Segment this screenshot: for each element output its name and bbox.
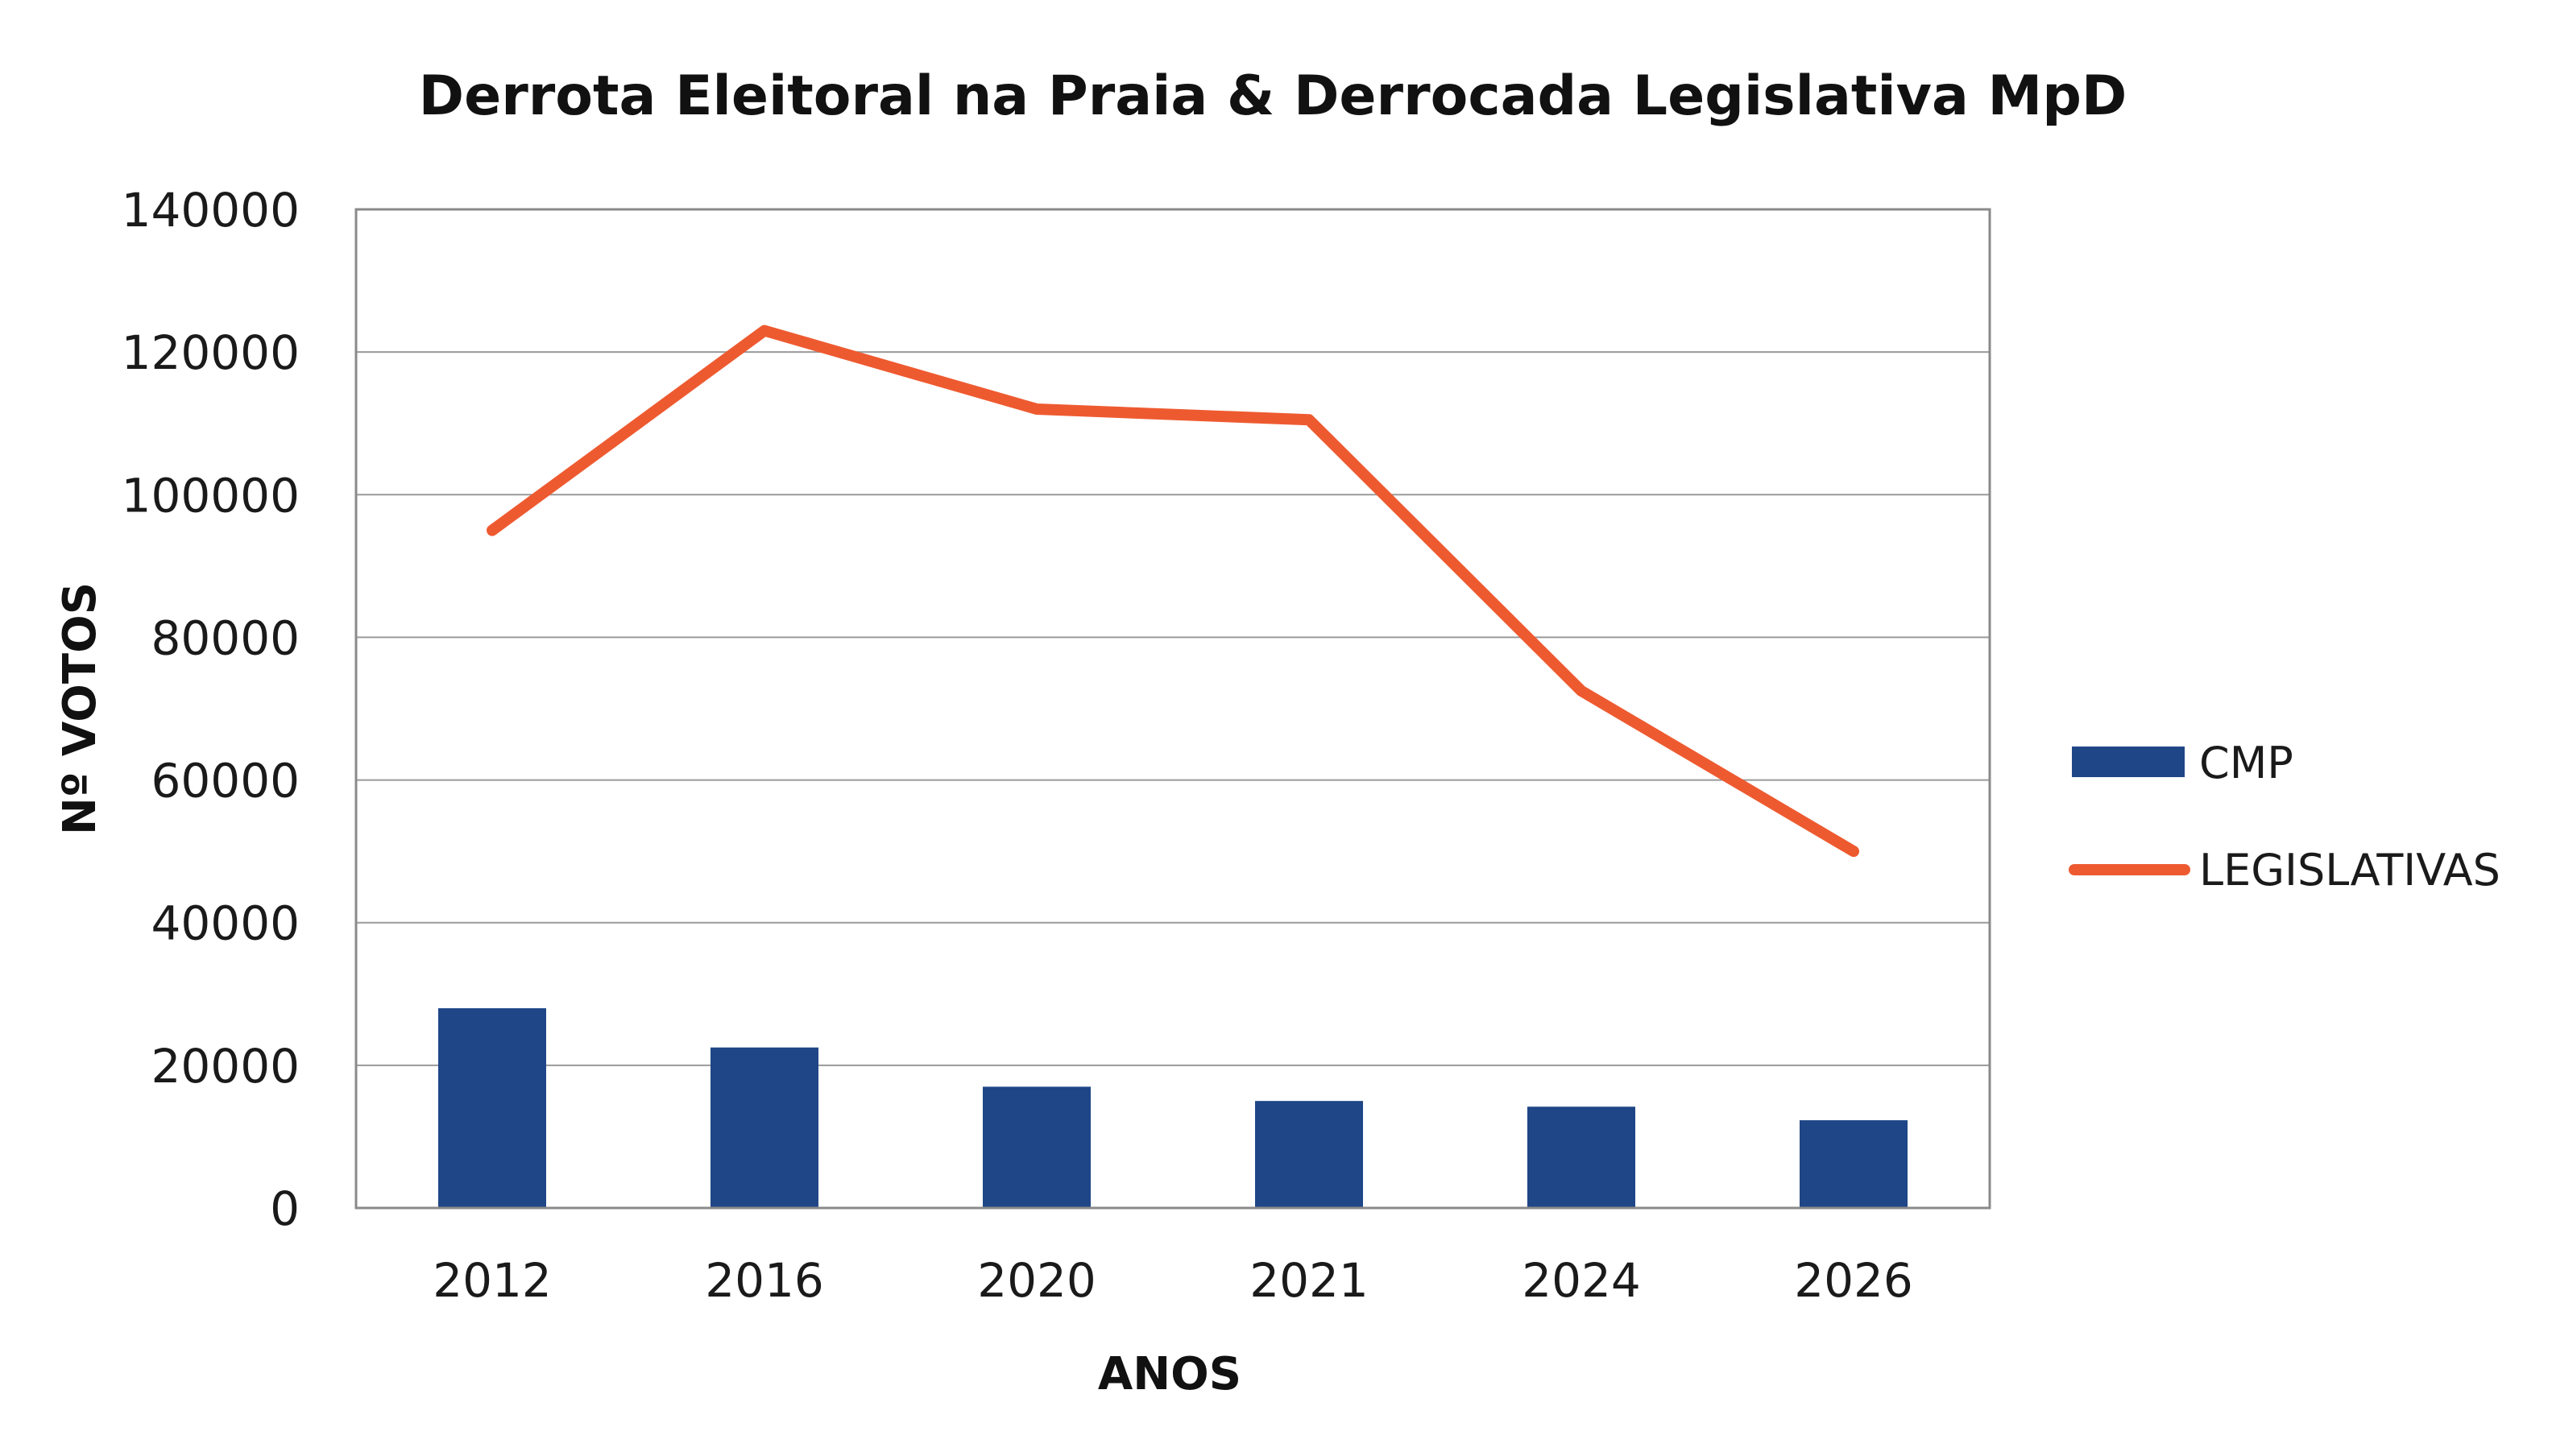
bar-cmp-2016 xyxy=(710,1047,818,1208)
x-axis-tick-labels: 2012 2016 2020 2021 2024 2026 xyxy=(433,1253,1913,1308)
y-tick-label-20000: 20000 xyxy=(151,1039,300,1094)
legend-swatch-cmp xyxy=(2072,747,2185,777)
y-tick-label-140000: 140000 xyxy=(122,183,300,238)
x-tick-label-2020: 2020 xyxy=(977,1253,1096,1308)
x-tick-label-2012: 2012 xyxy=(433,1253,552,1308)
legend-label-cmp: CMP xyxy=(2199,738,2293,788)
y-tick-label-40000: 40000 xyxy=(151,896,300,951)
bar-cmp-2020 xyxy=(983,1086,1091,1208)
x-tick-label-2016: 2016 xyxy=(705,1253,824,1308)
x-tick-label-2021: 2021 xyxy=(1249,1253,1369,1308)
y-tick-label-60000: 60000 xyxy=(151,754,300,809)
y-axis-title: Nº VOTOS xyxy=(54,582,106,835)
line-legislativas xyxy=(487,325,1859,858)
gridlines xyxy=(356,351,1990,1066)
x-axis-title: ANOS xyxy=(1098,1348,1241,1400)
legend: CMP LEGISLATIVAS xyxy=(2069,738,2500,896)
bar-cmp-2012 xyxy=(438,1008,546,1208)
y-tick-label-100000: 100000 xyxy=(122,468,300,523)
x-tick-label-2024: 2024 xyxy=(1522,1253,1641,1308)
line-series-legislativas xyxy=(487,325,1859,858)
y-tick-label-120000: 120000 xyxy=(122,325,300,380)
y-tick-label-80000: 80000 xyxy=(151,610,300,665)
bar-series-cmp xyxy=(438,1008,1908,1208)
bar-cmp-2024 xyxy=(1527,1106,1635,1208)
y-tick-label-0: 0 xyxy=(270,1181,300,1236)
legend-label-legislativas: LEGISLATIVAS xyxy=(2199,845,2500,896)
y-axis-tick-labels: 0 20000 40000 60000 80000 100000 120000 140000 xyxy=(122,183,300,1236)
plot-area-frame xyxy=(354,208,1991,1210)
bar-cmp-2021 xyxy=(1255,1101,1363,1208)
bar-cmp-2026 xyxy=(1800,1120,1908,1208)
chart-title: Derrota Eleitoral na Praia & Derrocada L… xyxy=(419,64,2127,128)
x-tick-label-2026: 2026 xyxy=(1794,1253,1913,1308)
